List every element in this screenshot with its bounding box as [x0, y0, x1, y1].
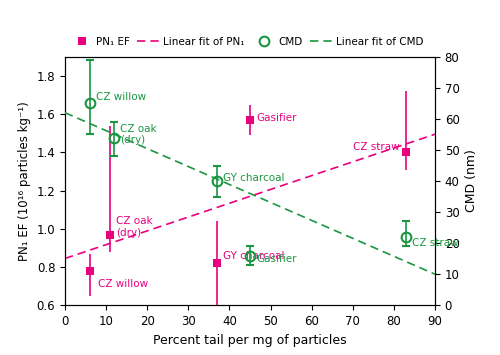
Text: CZ willow: CZ willow — [96, 92, 146, 102]
Text: CZ straw: CZ straw — [412, 238, 459, 248]
Text: CZ oak
(dry): CZ oak (dry) — [120, 124, 157, 145]
X-axis label: Percent tail per mg of particles: Percent tail per mg of particles — [153, 334, 347, 346]
Y-axis label: PN₁ EF (10¹⁶ particles kg⁻¹): PN₁ EF (10¹⁶ particles kg⁻¹) — [18, 101, 31, 261]
Text: CZ willow: CZ willow — [98, 279, 148, 289]
Text: GY charcoal: GY charcoal — [224, 251, 285, 261]
Text: CZ oak
(dry): CZ oak (dry) — [116, 216, 153, 238]
Legend: PN₁ EF, Linear fit of PN₁, CMD, Linear fit of CMD: PN₁ EF, Linear fit of PN₁, CMD, Linear f… — [70, 37, 424, 47]
Text: Gasifier: Gasifier — [256, 254, 296, 264]
Text: Gasifier: Gasifier — [256, 113, 296, 123]
Y-axis label: CMD (nm): CMD (nm) — [465, 149, 478, 213]
Text: CZ straw: CZ straw — [354, 142, 400, 152]
Text: GY charcoal: GY charcoal — [224, 173, 285, 183]
